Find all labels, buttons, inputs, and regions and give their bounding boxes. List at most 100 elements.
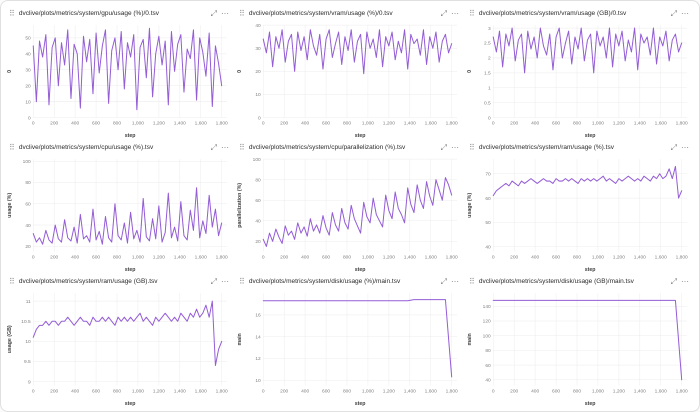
svg-text:1,400: 1,400 xyxy=(174,120,186,126)
svg-text:1,800: 1,800 xyxy=(216,388,228,394)
svg-text:600: 600 xyxy=(92,254,100,260)
svg-text:50: 50 xyxy=(485,220,491,226)
svg-text:1,400: 1,400 xyxy=(404,388,416,394)
plot-panel-ram-usage-pct: ⠿ dvclive/plots/metrics/system/ram/usage… xyxy=(465,139,695,273)
svg-text:10: 10 xyxy=(25,339,31,345)
expand-icon[interactable]: ⤢ xyxy=(440,8,447,18)
svg-text:400: 400 xyxy=(71,254,79,260)
expand-icon[interactable]: ⤢ xyxy=(670,142,677,152)
svg-text:1,400: 1,400 xyxy=(174,388,186,394)
svg-text:400: 400 xyxy=(71,120,79,126)
expand-icon[interactable]: ⤢ xyxy=(210,142,217,152)
plot-panel-gpu-usage: ⠿ dvclive/plots/metrics/system/gpu/usage… xyxy=(5,5,235,139)
svg-text:1,400: 1,400 xyxy=(634,388,646,394)
svg-text:80: 80 xyxy=(25,180,31,186)
plot-title: dvclive/plots/metrics/system/ram/usage (… xyxy=(478,144,614,151)
line-chart: 0 200 400 600 800 1,000 1,200 1,400 1,600 1,800 20… xyxy=(237,157,458,273)
plot-panel-vram-usage-pct: ⠿ dvclive/plots/metrics/system/vram/usag… xyxy=(235,5,465,139)
drag-handle-icon[interactable]: ⠿ xyxy=(239,142,245,152)
drag-handle-icon[interactable]: ⠿ xyxy=(9,142,15,152)
svg-text:0: 0 xyxy=(237,70,243,73)
svg-text:1,800: 1,800 xyxy=(676,254,688,260)
svg-text:600: 600 xyxy=(552,120,560,126)
svg-text:10: 10 xyxy=(255,378,261,384)
svg-text:main: main xyxy=(237,333,243,345)
svg-text:1,800: 1,800 xyxy=(446,254,458,260)
svg-text:1,000: 1,000 xyxy=(132,120,144,126)
expand-icon[interactable]: ⤢ xyxy=(440,276,447,286)
svg-text:30: 30 xyxy=(255,46,261,52)
line-chart-canvas: 0 200 400 600 800 1,000 1,200 1,400 1,600 1,800 0 1… xyxy=(235,19,465,139)
svg-text:400: 400 xyxy=(71,388,79,394)
menu-icon[interactable]: ⋯ xyxy=(681,8,689,18)
svg-text:200: 200 xyxy=(510,120,518,126)
svg-text:10: 10 xyxy=(25,99,31,105)
svg-text:200: 200 xyxy=(280,388,288,394)
drag-handle-icon[interactable]: ⠿ xyxy=(469,276,475,286)
svg-text:0: 0 xyxy=(28,115,31,121)
svg-text:1,000: 1,000 xyxy=(362,388,374,394)
line-chart-canvas: 0 200 400 600 800 1,000 1,200 1,400 1,600 1,800 0 1… xyxy=(5,19,235,139)
svg-text:600: 600 xyxy=(552,254,560,260)
svg-text:50: 50 xyxy=(25,36,31,42)
svg-text:60: 60 xyxy=(485,196,491,202)
plot-panel-header: ⠿ dvclive/plots/metrics/system/ram/usage… xyxy=(465,139,695,153)
drag-handle-icon[interactable]: ⠿ xyxy=(239,276,245,286)
svg-text:1,200: 1,200 xyxy=(383,388,395,394)
expand-icon[interactable]: ⤢ xyxy=(210,276,217,286)
svg-text:1,200: 1,200 xyxy=(153,120,165,126)
plot-title: dvclive/plots/metrics/system/cpu/paralle… xyxy=(248,144,406,151)
svg-text:40: 40 xyxy=(255,23,261,29)
svg-text:1: 1 xyxy=(488,86,491,92)
svg-text:1,000: 1,000 xyxy=(362,120,374,126)
svg-text:800: 800 xyxy=(573,388,581,394)
drag-handle-icon[interactable]: ⠿ xyxy=(9,8,15,18)
svg-text:1,800: 1,800 xyxy=(676,120,688,126)
plot-panel-disk-usage-gb: ⠿ dvclive/plots/metrics/system/disk/usag… xyxy=(465,273,695,407)
drag-handle-icon[interactable]: ⠿ xyxy=(9,276,15,286)
menu-icon[interactable]: ⋯ xyxy=(221,8,229,18)
svg-text:2: 2 xyxy=(488,56,491,62)
expand-icon[interactable]: ⤢ xyxy=(670,8,677,18)
menu-icon[interactable]: ⋯ xyxy=(221,276,229,286)
svg-text:step: step xyxy=(355,267,366,273)
drag-handle-icon[interactable]: ⠿ xyxy=(469,8,475,18)
line-chart-canvas: 0 200 400 600 800 1,000 1,200 1,400 1,600 1,800 40… xyxy=(465,153,695,273)
expand-icon[interactable]: ⤢ xyxy=(670,276,677,286)
plot-panel-ram-usage-gb: ⠿ dvclive/plots/metrics/system/ram/usage… xyxy=(5,273,235,407)
svg-text:usage (%): usage (%) xyxy=(7,193,13,218)
menu-icon[interactable]: ⋯ xyxy=(681,142,689,152)
svg-text:600: 600 xyxy=(322,254,330,260)
plot-panel-header: ⠿ dvclive/plots/metrics/system/gpu/usage… xyxy=(5,5,235,19)
svg-text:60: 60 xyxy=(485,363,491,369)
menu-icon[interactable]: ⋯ xyxy=(451,142,459,152)
svg-text:step: step xyxy=(585,133,596,139)
menu-icon[interactable]: ⋯ xyxy=(681,276,689,286)
svg-text:1,400: 1,400 xyxy=(404,120,416,126)
svg-text:9.5: 9.5 xyxy=(24,359,31,365)
menu-icon[interactable]: ⋯ xyxy=(451,276,459,286)
menu-icon[interactable]: ⋯ xyxy=(451,8,459,18)
line-chart: 0 200 400 600 800 1,000 1,200 1,400 1,600 1,80001… xyxy=(237,23,458,139)
drag-handle-icon[interactable]: ⠿ xyxy=(469,142,475,152)
drag-handle-icon[interactable]: ⠿ xyxy=(239,8,245,18)
expand-icon[interactable]: ⤢ xyxy=(440,142,447,152)
svg-text:parallelization (%): parallelization (%) xyxy=(237,183,243,228)
svg-text:60: 60 xyxy=(25,201,31,207)
line-chart-canvas: 0 200 400 600 800 1,000 1,200 1,400 1,600 1,800 0 0… xyxy=(465,19,695,139)
svg-text:140: 140 xyxy=(483,304,491,310)
expand-icon[interactable]: ⤢ xyxy=(210,8,217,18)
svg-text:100: 100 xyxy=(23,159,31,165)
svg-text:1,000: 1,000 xyxy=(592,254,604,260)
svg-text:0: 0 xyxy=(262,388,265,394)
plot-panel-header: ⠿ dvclive/plots/metrics/system/vram/usag… xyxy=(235,5,465,19)
svg-text:1,600: 1,600 xyxy=(655,120,667,126)
svg-text:1,600: 1,600 xyxy=(425,120,437,126)
svg-text:usage (GB): usage (GB) xyxy=(7,325,13,353)
svg-text:600: 600 xyxy=(552,388,560,394)
svg-text:200: 200 xyxy=(50,120,58,126)
svg-text:400: 400 xyxy=(531,388,539,394)
menu-icon[interactable]: ⋯ xyxy=(221,142,229,152)
svg-text:80: 80 xyxy=(485,348,491,354)
svg-text:1,600: 1,600 xyxy=(195,120,207,126)
